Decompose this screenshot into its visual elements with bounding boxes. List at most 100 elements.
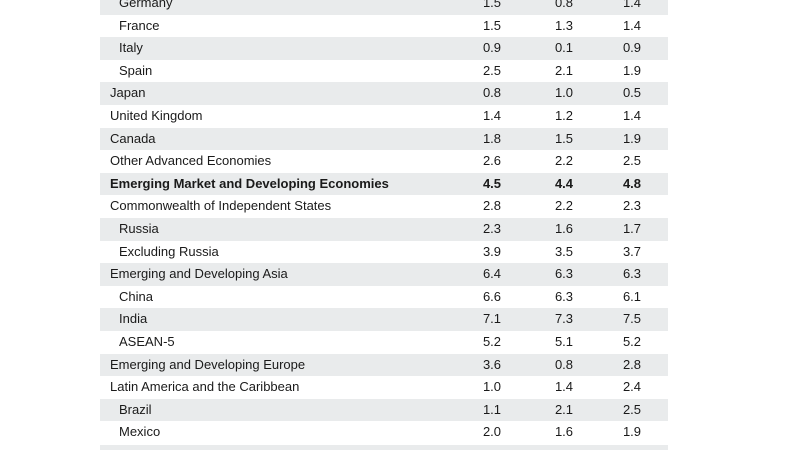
table-row: United Kingdom 1.4 1.2 1.4 — [100, 105, 668, 128]
table-row: India 7.1 7.3 7.5 — [100, 308, 668, 331]
value-cell-col3: 4.8 — [622, 175, 642, 191]
value-cell-col2: 4.4 — [554, 175, 574, 191]
value-cell-col1: 1.5 — [482, 17, 502, 33]
value-cell-col2: 1.5 — [554, 130, 574, 146]
table-row: Commonwealth of Independent States 2.8 2.2… — [100, 195, 668, 218]
value-cell-col1: 1.4 — [482, 107, 502, 123]
row-label: Canada — [110, 130, 156, 146]
value-cell-col2: 1.4 — [554, 379, 574, 395]
value-cell-col2: 0.8 — [554, 356, 574, 372]
value-cell-col2: 1.6 — [554, 220, 574, 236]
value-cell-col2: 6.3 — [554, 266, 574, 282]
row-label: Excluding Russia — [119, 243, 219, 259]
value-cell-col3: 2.3 — [622, 198, 642, 214]
table-row: Latin America and the Caribbean 1.0 1.4 2.4 — [100, 376, 668, 399]
row-label: ASEAN-5 — [119, 333, 175, 349]
value-cell-col2: 1.0 — [554, 85, 574, 101]
table-row: Emerging Market and Developing Economies… — [100, 172, 668, 196]
table-row: ASEAN-5 5.2 5.1 5.2 — [100, 331, 668, 354]
table-row: Mexico 2.0 1.6 1.9 — [100, 421, 668, 444]
value-cell-col1: 1.8 — [482, 130, 502, 146]
growth-table: Germany 1.5 0.8 1.4 France 1.5 1.3 1.4 Italy 0.9 0… — [100, 0, 668, 444]
table-row: Germany 1.5 0.8 1.4 — [100, 0, 668, 15]
value-cell-col2: 3.5 — [554, 243, 574, 259]
value-cell-col1: 6.6 — [482, 288, 502, 304]
table-row: Japan 0.8 1.0 0.5 — [100, 82, 668, 105]
table-row: Spain 2.5 2.1 1.9 — [100, 60, 668, 83]
table-bottom-row-stripe — [100, 445, 668, 450]
value-cell-col2: 2.2 — [554, 198, 574, 214]
row-label: Spain — [119, 62, 153, 78]
value-cell-col2: 1.2 — [554, 107, 574, 123]
table-row: Brazil 1.1 2.1 2.5 — [100, 398, 668, 422]
value-cell-col1: 6.4 — [482, 266, 502, 282]
row-label: India — [119, 311, 148, 327]
value-cell-col1: 4.5 — [482, 175, 502, 191]
table-row: Russia 2.3 1.6 1.7 — [100, 217, 668, 241]
value-cell-col1: 0.8 — [482, 85, 502, 101]
table-row: France 1.5 1.3 1.4 — [100, 15, 668, 38]
value-cell-col1: 1.0 — [482, 379, 502, 395]
value-cell-col3: 0.5 — [622, 85, 642, 101]
table-row: Other Advanced Economies 2.6 2.2 2.5 — [100, 150, 668, 173]
value-cell-col3: 6.3 — [622, 266, 642, 282]
row-label: France — [119, 17, 160, 33]
table-row: Canada 1.8 1.5 1.9 — [100, 127, 668, 151]
row-label: Italy — [119, 40, 143, 56]
row-label: United Kingdom — [110, 107, 203, 123]
value-cell-col1: 2.3 — [482, 220, 502, 236]
value-cell-col2: 2.1 — [554, 62, 574, 78]
value-cell-col1: 2.6 — [482, 153, 502, 169]
value-cell-col3: 3.7 — [622, 243, 642, 259]
value-cell-col1: 1.1 — [482, 401, 502, 417]
value-cell-col2: 0.8 — [554, 0, 574, 10]
table-row: China 6.6 6.3 6.1 — [100, 286, 668, 309]
table-row: Excluding Russia 3.9 3.5 3.7 — [100, 241, 668, 264]
row-label: Mexico — [119, 424, 161, 440]
table-row: Emerging and Developing Europe 3.6 0.8 2.8 — [100, 353, 668, 377]
row-label: Latin America and the Caribbean — [110, 379, 300, 395]
value-cell-col1: 2.5 — [482, 62, 502, 78]
table-row: Emerging and Developing Asia 6.4 6.3 6.3 — [100, 263, 668, 286]
value-cell-col3: 2.4 — [622, 379, 642, 395]
value-cell-col1: 7.1 — [482, 311, 502, 327]
row-label: Japan — [110, 85, 146, 101]
value-cell-col3: 1.4 — [622, 107, 642, 123]
row-label: Other Advanced Economies — [110, 153, 272, 169]
value-cell-col2: 2.2 — [554, 153, 574, 169]
value-cell-col3: 5.2 — [622, 333, 642, 349]
value-cell-col3: 1.9 — [622, 130, 642, 146]
value-cell-col2: 5.1 — [554, 333, 574, 349]
row-label: Russia — [119, 220, 159, 236]
value-cell-col3: 2.5 — [622, 401, 642, 417]
value-cell-col3: 1.4 — [622, 17, 642, 33]
value-cell-col2: 6.3 — [554, 288, 574, 304]
value-cell-col1: 2.8 — [482, 198, 502, 214]
row-label: Emerging and Developing Europe — [110, 356, 306, 372]
row-label: Emerging Market and Developing Economies — [110, 175, 389, 191]
value-cell-col3: 7.5 — [622, 311, 642, 327]
row-label: China — [119, 288, 153, 304]
table-row: Italy 0.9 0.1 0.9 — [100, 37, 668, 60]
row-label: Germany — [119, 0, 173, 10]
value-cell-col3: 1.9 — [622, 424, 642, 440]
value-cell-col1: 0.9 — [482, 40, 502, 56]
value-cell-col1: 1.5 — [482, 0, 502, 10]
row-label: Brazil — [119, 401, 152, 417]
value-cell-col1: 2.0 — [482, 424, 502, 440]
value-cell-col2: 0.1 — [554, 40, 574, 56]
value-cell-col2: 1.6 — [554, 424, 574, 440]
value-cell-col3: 2.5 — [622, 153, 642, 169]
value-cell-col1: 3.6 — [482, 356, 502, 372]
value-cell-col2: 7.3 — [554, 311, 574, 327]
value-cell-col2: 2.1 — [554, 401, 574, 417]
value-cell-col3: 1.9 — [622, 62, 642, 78]
value-cell-col3: 0.9 — [622, 40, 642, 56]
value-cell-col3: 6.1 — [622, 288, 642, 304]
row-label: Emerging and Developing Asia — [110, 266, 288, 282]
value-cell-col3: 2.8 — [622, 356, 642, 372]
row-label: Commonwealth of Independent States — [110, 198, 332, 214]
value-cell-col1: 3.9 — [482, 243, 502, 259]
value-cell-col2: 1.3 — [554, 17, 574, 33]
value-cell-col3: 1.7 — [622, 220, 642, 236]
